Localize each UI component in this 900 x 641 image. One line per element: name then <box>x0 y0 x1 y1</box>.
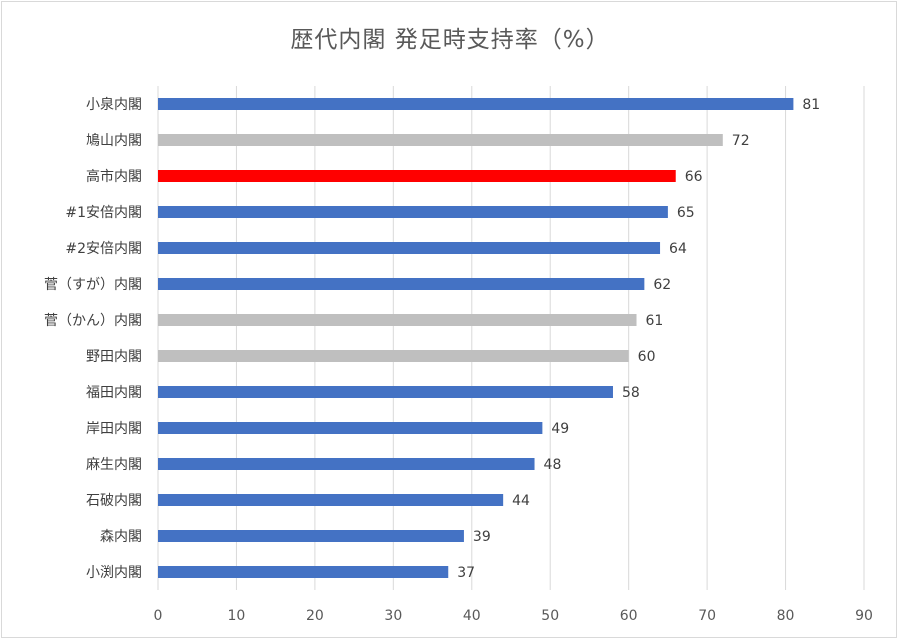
bar <box>158 98 794 110</box>
data-label: 37 <box>457 565 475 581</box>
data-label: 66 <box>685 169 703 185</box>
data-label: 58 <box>622 385 640 401</box>
x-tick-label: 0 <box>154 608 163 624</box>
category-label: 森内閣 <box>100 529 142 545</box>
x-tick-label: 40 <box>463 608 481 624</box>
bar <box>158 278 645 290</box>
category-label: 高市内閣 <box>86 168 142 185</box>
data-label: 72 <box>732 133 750 149</box>
x-tick-label: 20 <box>306 608 324 624</box>
category-label: 菅（かん）内閣 <box>44 313 142 329</box>
bar <box>158 494 504 506</box>
data-label: 64 <box>669 241 687 257</box>
bar <box>158 422 543 434</box>
bar <box>158 242 661 254</box>
x-tick-label: 90 <box>855 608 873 624</box>
category-label: 岸田内閣 <box>86 421 142 437</box>
data-label: 48 <box>544 457 562 473</box>
category-label: 麻生内閣 <box>86 457 142 473</box>
category-label: 福田内閣 <box>86 385 142 401</box>
category-label: 小渕内閣 <box>86 565 142 581</box>
data-label: 44 <box>512 493 530 509</box>
category-label: 石破内閣 <box>86 493 142 509</box>
bar <box>158 206 668 218</box>
category-label: 鳩山内閣 <box>86 133 142 149</box>
bar <box>158 566 449 578</box>
x-tick-label: 50 <box>541 608 559 624</box>
category-label: 菅（すが）内閣 <box>44 277 142 293</box>
category-label: 小泉内閣 <box>86 96 142 113</box>
data-label: 61 <box>646 313 664 329</box>
chart-title: 歴代内閣 発足時支持率（%） <box>290 27 610 53</box>
data-label: 81 <box>802 97 820 113</box>
category-label: #1安倍内閣 <box>65 205 142 221</box>
bar <box>158 350 629 362</box>
bar <box>158 386 613 398</box>
x-tick-label: 70 <box>698 608 716 624</box>
category-label: 野田内閣 <box>86 349 142 365</box>
bar <box>158 134 723 146</box>
data-label: 60 <box>638 349 656 365</box>
category-label: #2安倍内閣 <box>65 241 142 257</box>
x-tick-label: 10 <box>228 608 246 624</box>
data-label: 65 <box>677 205 695 221</box>
bar <box>158 314 637 326</box>
data-label: 49 <box>551 421 569 437</box>
x-tick-label: 60 <box>620 608 638 624</box>
data-label: 39 <box>473 529 491 545</box>
x-tick-label: 80 <box>777 608 795 624</box>
bar <box>158 458 535 470</box>
x-tick-label: 30 <box>384 608 402 624</box>
data-label: 62 <box>653 277 671 293</box>
bar <box>158 530 464 542</box>
bar <box>158 170 676 182</box>
